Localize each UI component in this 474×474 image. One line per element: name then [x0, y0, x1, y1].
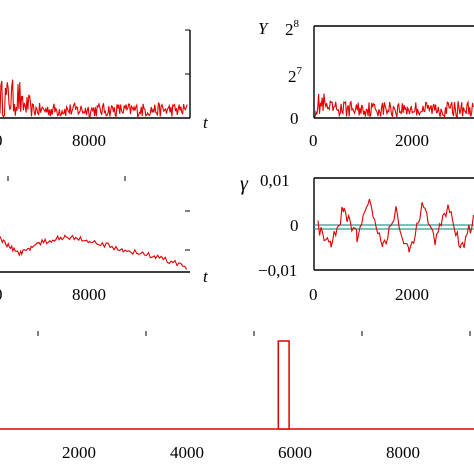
panel-top-left: 0 8000 t: [0, 29, 209, 150]
bottom-x-tick-label: 2000: [62, 443, 96, 462]
top-left-x-tick-label: 0: [0, 131, 3, 150]
panel-top-right: Y 28 27 0 0 2000: [258, 18, 474, 150]
middle-right-y-tick-label: 0,01: [260, 171, 290, 190]
middle-left-x-tick-label: 8000: [72, 285, 106, 304]
middle-right-x-tick-label: 2000: [395, 285, 429, 304]
middle-right-series: [317, 198, 474, 253]
middle-right-x-tick-label: 0: [309, 285, 318, 304]
panel-middle-right: γ 0,01 0 −0,01 0 2000: [240, 171, 474, 304]
top-right-y-variable: Y: [258, 19, 269, 38]
bottom-x-tick-label: 4000: [170, 443, 204, 462]
middle-left-x-variable: t: [203, 267, 209, 286]
middle-right-y-tick-label: 0: [290, 216, 299, 235]
panel-middle-left: 0 8000 t: [0, 176, 209, 304]
bottom-bar: [277, 340, 290, 430]
bottom-x-tick-label: 6000: [278, 443, 312, 462]
top-right-x-tick-label: 2000: [395, 131, 429, 150]
top-right-y-tick-label: 28: [285, 18, 300, 39]
middle-right-y-variable: γ: [240, 173, 249, 195]
top-right-series: [314, 93, 474, 119]
middle-right-y-tick-label: −0,01: [258, 261, 297, 280]
top-left-x-tick-label: 8000: [72, 131, 106, 150]
middle-left-series: [0, 234, 188, 270]
middle-left-x-tick-label: 0: [0, 285, 3, 304]
bottom-bars: [277, 340, 290, 430]
bottom-x-tick-label: 8000: [386, 443, 420, 462]
panel-bottom: 2000 4000 6000 8000: [0, 331, 474, 462]
top-right-y-tick-label: 0: [290, 109, 299, 128]
top-left-x-variable: t: [203, 113, 209, 132]
top-right-x-tick-label: 0: [309, 131, 318, 150]
top-right-y-tick-label: 27: [288, 65, 303, 86]
top-left-series: [0, 79, 188, 120]
